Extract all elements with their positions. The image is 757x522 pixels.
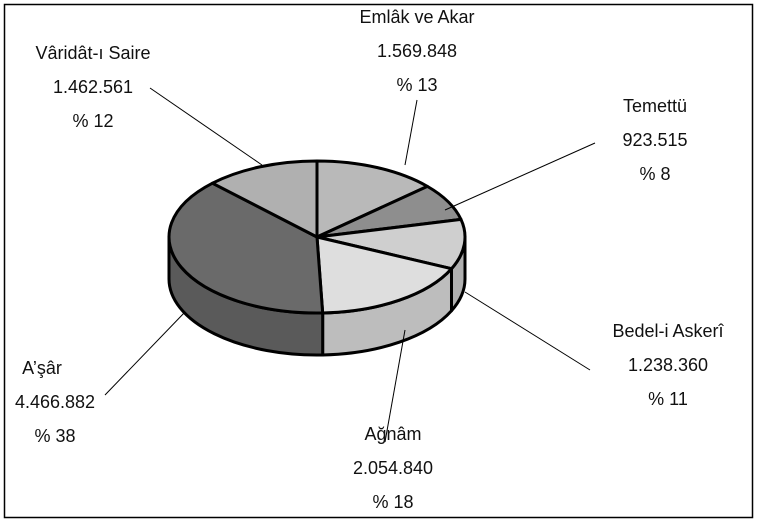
slice-label: Vâridât-ı Saire bbox=[35, 43, 150, 63]
value-label: 1.569.848 bbox=[377, 41, 457, 61]
percent-label: % 12 bbox=[72, 111, 113, 131]
value-label: 4.466.882 bbox=[15, 392, 95, 412]
slice-label: Emlâk ve Akar bbox=[359, 7, 474, 27]
value-label: 1.462.561 bbox=[53, 77, 133, 97]
leader-line bbox=[464, 291, 591, 371]
leader-line bbox=[104, 311, 186, 396]
value-label: 2.054.840 bbox=[353, 458, 433, 478]
slice-label: Bedel-i Askerî bbox=[612, 321, 724, 341]
slice-label: Ağnâm bbox=[364, 424, 421, 444]
value-label: 1.238.360 bbox=[628, 355, 708, 375]
leader-line bbox=[404, 99, 418, 166]
leader-line bbox=[149, 87, 263, 166]
leader-line bbox=[384, 329, 406, 443]
slice bbox=[210, 159, 319, 239]
percent-label: % 38 bbox=[34, 426, 75, 446]
slice bbox=[315, 217, 467, 271]
leader-line bbox=[444, 142, 596, 211]
value-label: 923.515 bbox=[622, 130, 687, 150]
slice bbox=[315, 235, 453, 315]
slice-label: A’şâr bbox=[22, 358, 62, 378]
percent-label: % 8 bbox=[639, 164, 670, 184]
slice bbox=[167, 181, 325, 315]
slice bbox=[315, 159, 429, 239]
percent-label: % 18 bbox=[372, 492, 413, 512]
percent-label: % 13 bbox=[396, 75, 437, 95]
percent-label: % 11 bbox=[648, 389, 688, 409]
slice-label: Temettü bbox=[623, 96, 687, 116]
